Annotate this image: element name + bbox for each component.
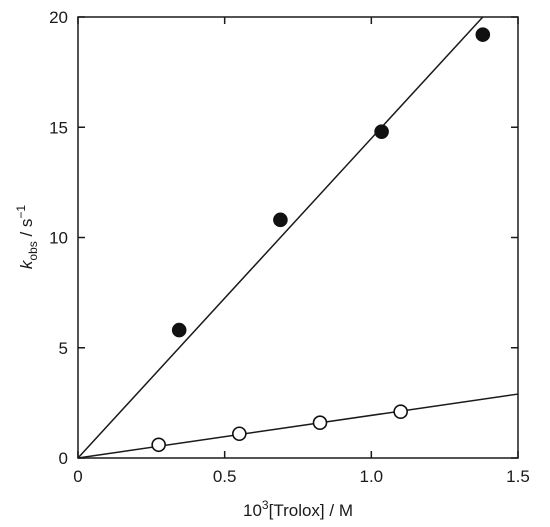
data-point-s0-2 <box>374 124 389 139</box>
y-tick-label-4: 20 <box>49 8 68 27</box>
data-point-s1-0 <box>151 437 166 453</box>
x-tick-label-2: 1.0 <box>360 467 384 486</box>
y-axis-title: kobs / s−1 <box>14 205 40 270</box>
y-tick-label-0: 0 <box>59 449 68 468</box>
data-point-s0-3 <box>475 27 491 42</box>
data-point-s0-0 <box>171 322 187 338</box>
data-point-s1-3 <box>393 404 408 419</box>
x-tick-label-3: 1.5 <box>506 467 530 486</box>
x-axis-title: 103[Trolox] / M <box>243 498 353 520</box>
y-tick-label-3: 15 <box>49 118 68 137</box>
data-point-s0-1 <box>273 212 288 228</box>
fit-line-1 <box>77 393 519 459</box>
x-tick-label-1: 0.5 <box>213 467 237 486</box>
x-tick-label-0: 0 <box>73 467 82 486</box>
data-point-s1-1 <box>232 426 247 442</box>
y-tick-label-2: 10 <box>49 229 68 248</box>
plot-frame <box>77 16 519 459</box>
fit-line-0 <box>77 16 484 459</box>
y-tick-label-1: 5 <box>59 339 68 358</box>
plot-layer: 0 0.5 1.0 1.5 0 5 10 15 20 <box>49 8 530 486</box>
data-point-s1-2 <box>312 415 328 431</box>
